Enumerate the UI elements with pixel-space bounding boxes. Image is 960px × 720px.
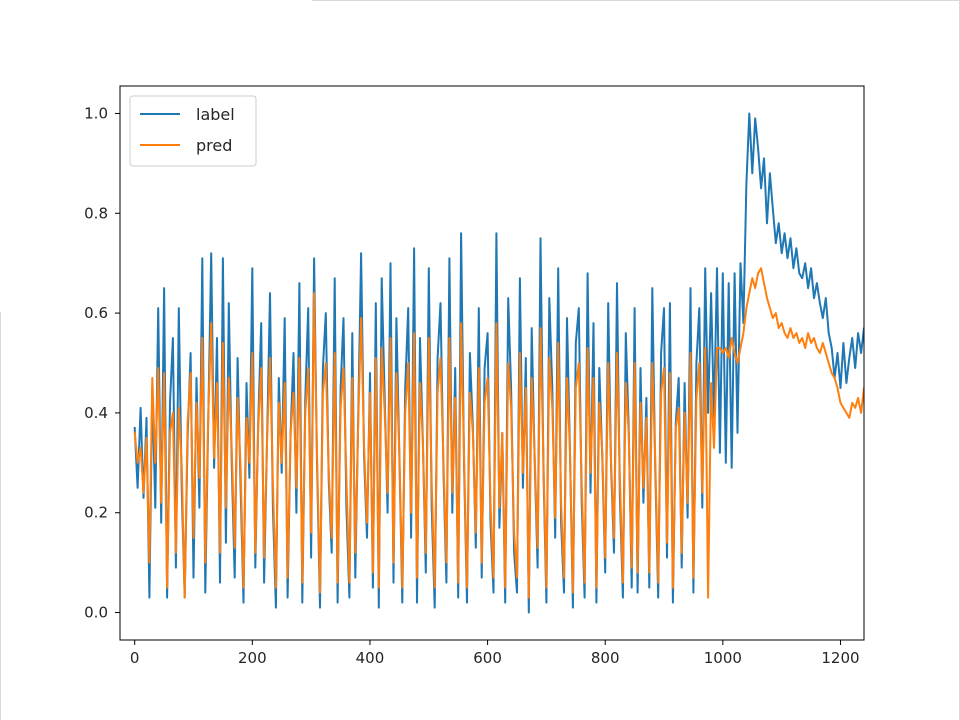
- plot-area-frame: [119, 85, 865, 641]
- legend-entry-label: label: [196, 105, 235, 124]
- series-line-pred: [133, 267, 864, 599]
- y-tick-label-0.8: 0.8: [84, 204, 108, 222]
- legend-box: [129, 95, 257, 167]
- y-tick-label-0.2: 0.2: [84, 504, 108, 522]
- x-tick-label-1200: 1200: [821, 649, 859, 667]
- x-tick-label-200: 200: [238, 649, 267, 667]
- legend-entry-pred: pred: [196, 136, 232, 155]
- x-axis: 0 200 400 600 800 1000 1200: [130, 640, 860, 667]
- x-tick-label-400: 400: [356, 649, 385, 667]
- y-tick-label-0.0: 0.0: [84, 604, 108, 622]
- x-tick-label-600: 600: [473, 649, 502, 667]
- y-tick-label-1.0: 1.0: [84, 104, 108, 122]
- y-axis: 0.0 0.2 0.4 0.6 0.8 1.0: [84, 104, 120, 622]
- y-tick-label-0.6: 0.6: [84, 304, 108, 322]
- x-tick-label-800: 800: [591, 649, 620, 667]
- series-layer: [133, 112, 864, 614]
- x-tick-label-0: 0: [130, 649, 140, 667]
- y-tick-label-0.4: 0.4: [84, 404, 108, 422]
- legend: label pred: [129, 95, 257, 167]
- x-tick-label-1000: 1000: [704, 649, 742, 667]
